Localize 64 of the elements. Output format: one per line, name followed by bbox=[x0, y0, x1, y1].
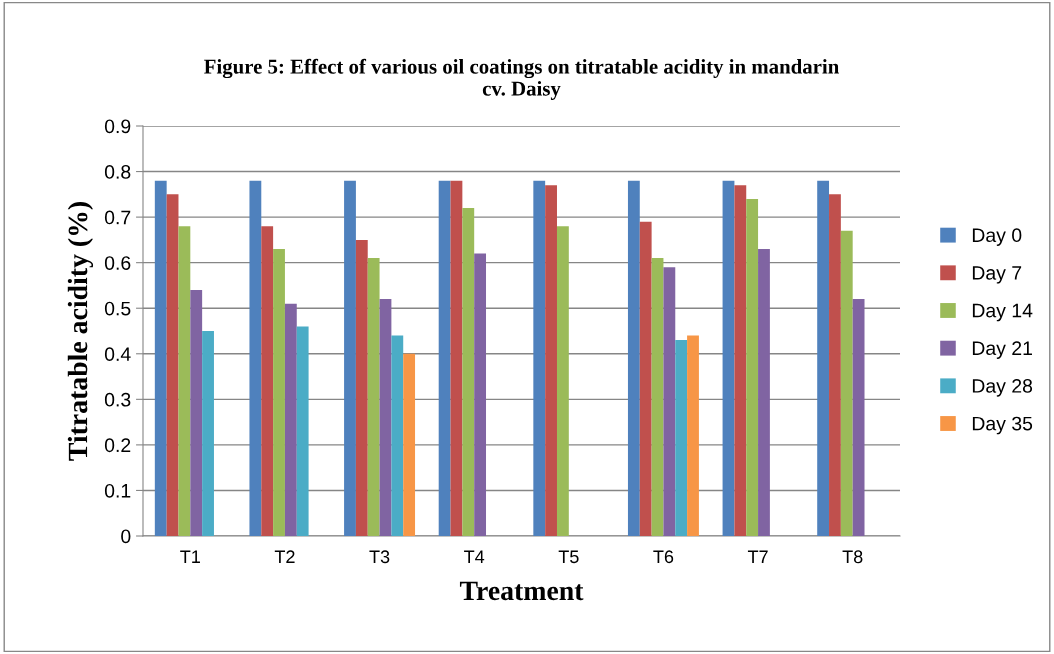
bar bbox=[261, 226, 274, 536]
bar bbox=[474, 253, 487, 536]
bar bbox=[190, 290, 203, 536]
bar bbox=[178, 226, 191, 536]
bar bbox=[675, 340, 688, 536]
legend-label: Day 21 bbox=[972, 341, 1032, 359]
bar bbox=[639, 221, 652, 536]
bar bbox=[344, 180, 356, 536]
y-tick-label: 0.4 bbox=[104, 347, 131, 362]
bar bbox=[273, 249, 285, 536]
bar bbox=[391, 335, 404, 536]
x-tick-label: T5 bbox=[558, 550, 579, 564]
bar bbox=[367, 258, 380, 536]
y-tick-label: 0.8 bbox=[104, 165, 131, 179]
x-tick-label: T6 bbox=[653, 550, 674, 564]
bar bbox=[663, 267, 676, 536]
bar bbox=[533, 180, 546, 536]
x-tick-label: T4 bbox=[464, 550, 485, 563]
bar bbox=[687, 335, 699, 536]
bar bbox=[829, 194, 841, 536]
bar bbox=[166, 194, 179, 536]
legend-label: Day 7 bbox=[972, 266, 1022, 284]
bar bbox=[450, 180, 463, 536]
bar bbox=[249, 180, 262, 536]
bar bbox=[840, 230, 853, 536]
bar bbox=[154, 180, 167, 536]
legend-label: Day 28 bbox=[972, 379, 1033, 397]
x-axis-title: Treatment bbox=[459, 581, 584, 601]
chart-title: Figure 5: Effect of various oil coatings on titratable acidity in mandarin cv. Daisy bbox=[204, 58, 839, 100]
bar bbox=[379, 299, 392, 536]
bar bbox=[852, 299, 865, 536]
x-tick-label: T2 bbox=[274, 550, 295, 563]
bar bbox=[284, 303, 297, 536]
bar bbox=[556, 226, 569, 536]
bar bbox=[651, 258, 664, 536]
bar bbox=[202, 331, 214, 536]
bar bbox=[296, 326, 309, 536]
y-tick-label: 0.7 bbox=[104, 210, 131, 225]
y-axis-title: Titratable acidity (%) bbox=[67, 202, 94, 461]
legend-label: Day 14 bbox=[972, 303, 1033, 322]
x-tick-label: T7 bbox=[747, 550, 768, 563]
y-tick-label: 0.1 bbox=[104, 483, 131, 498]
bar bbox=[722, 180, 735, 536]
bar bbox=[355, 239, 368, 536]
bar bbox=[746, 198, 759, 536]
bar bbox=[734, 185, 747, 536]
legend-label: Day 35 bbox=[972, 416, 1033, 435]
y-tick-label: 0.9 bbox=[104, 119, 131, 134]
y-tick-label: 0.2 bbox=[104, 438, 131, 453]
bar bbox=[438, 180, 451, 536]
y-tick-label: 0 bbox=[121, 529, 131, 544]
legend-label: Day 0 bbox=[972, 228, 1022, 246]
bar bbox=[403, 353, 416, 536]
x-tick-label: T8 bbox=[842, 550, 863, 564]
y-tick-label: 0.6 bbox=[104, 256, 131, 270]
bar bbox=[758, 249, 770, 536]
x-tick-label: T3 bbox=[369, 550, 390, 564]
bar bbox=[545, 185, 557, 536]
bar bbox=[627, 180, 640, 536]
y-tick-label: 0.5 bbox=[104, 301, 131, 316]
x-tick-label: T1 bbox=[180, 550, 200, 563]
bar bbox=[462, 208, 475, 536]
bar bbox=[817, 180, 830, 536]
y-tick-label: 0.3 bbox=[104, 392, 131, 407]
